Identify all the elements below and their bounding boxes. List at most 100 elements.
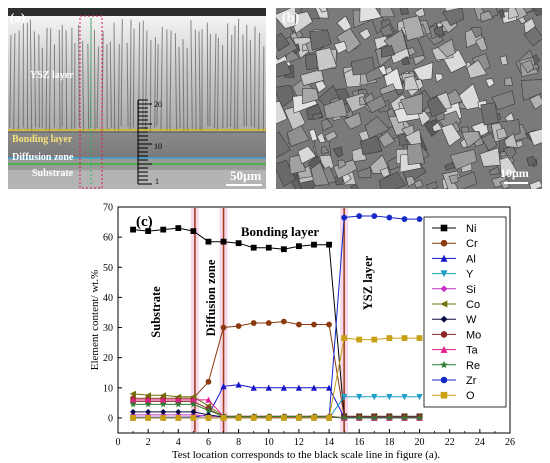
point-y [310, 415, 318, 422]
surface-grain [520, 79, 542, 102]
region-label-substrate: Substrate [149, 286, 163, 338]
surface-grain [321, 145, 330, 155]
point-w [280, 414, 287, 421]
ysz-column [38, 34, 40, 128]
surface-grain [402, 15, 425, 41]
legend-label-zr: Zr [466, 375, 477, 387]
point-si [295, 413, 302, 420]
point-y [401, 393, 408, 401]
ysz-column [65, 30, 68, 130]
y-tick-label: 50 [103, 263, 113, 274]
point-co [340, 414, 348, 422]
point-o [265, 415, 272, 421]
point-ni [416, 413, 423, 420]
surface-grain [504, 132, 518, 148]
ysz-column [194, 29, 197, 131]
x-tick-label: 2 [146, 437, 151, 448]
ysz-column [169, 30, 172, 132]
point-al [386, 414, 393, 421]
surface-grain [461, 130, 481, 149]
point-ta [401, 414, 408, 421]
ysz-column [230, 35, 233, 127]
point-zr [190, 415, 197, 421]
legend-marker-mo [440, 331, 448, 338]
legend-label-ta: Ta [466, 345, 479, 357]
surface-grain [426, 95, 448, 118]
x-axis-label: Test location corresponds to the black s… [172, 449, 441, 461]
ysz-column [96, 46, 100, 129]
point-w [386, 414, 393, 421]
point-o [371, 336, 378, 343]
point-al [295, 384, 303, 391]
label-substrate: Substrate [32, 168, 74, 179]
point-mo [250, 414, 257, 420]
surface-grain [386, 107, 397, 118]
point-re [174, 400, 182, 408]
surface-grain [336, 15, 352, 32]
ysz-column [13, 33, 16, 132]
point-al [280, 384, 287, 391]
surface-grain [359, 96, 366, 106]
surface-grain [332, 159, 358, 180]
point-ni [235, 240, 242, 247]
series-zr [130, 213, 423, 421]
surface-grain [433, 25, 444, 36]
point-o [280, 415, 287, 421]
point-ni [401, 413, 408, 420]
series-mo [130, 398, 423, 421]
surface-grain [499, 178, 510, 189]
point-si [280, 413, 287, 420]
surface-grain [504, 77, 514, 87]
point-si [371, 414, 378, 421]
point-al [190, 413, 197, 420]
series-y [129, 393, 423, 422]
legend-marker-cr [440, 239, 448, 247]
x-tick-label: 10 [264, 437, 274, 448]
x-tick-label: 18 [384, 437, 394, 448]
series-line-ta [133, 399, 420, 419]
point-y [416, 393, 423, 401]
point-mo [401, 415, 408, 421]
surface-grain [520, 59, 535, 74]
point-ni [296, 243, 302, 250]
legend-marker-ni [440, 224, 448, 232]
point-co [159, 392, 167, 399]
ysz-column [78, 25, 80, 127]
point-co [386, 414, 393, 422]
point-mo [235, 414, 242, 420]
point-al [235, 381, 242, 388]
series-line-ni [133, 227, 420, 417]
legend-marker-co [440, 300, 448, 308]
point-co [144, 392, 152, 399]
surface-grain [405, 175, 416, 187]
point-y [341, 393, 348, 401]
y-tick-label: 40 [103, 293, 113, 304]
ysz-column [217, 37, 219, 131]
surface-grain [356, 166, 372, 179]
surface-grain [399, 92, 424, 116]
point-cr [220, 324, 227, 331]
surface-grain [507, 8, 520, 20]
point-mo [371, 415, 378, 421]
point-cr [130, 395, 136, 402]
point-co [220, 413, 227, 420]
legend-marker-y [440, 270, 448, 278]
point-re [385, 414, 393, 421]
ysz-column [87, 43, 90, 130]
surface-grain [366, 95, 387, 114]
point-co [190, 393, 197, 400]
point-cr [401, 413, 408, 420]
point-w [130, 408, 137, 415]
series-line-re [133, 403, 420, 419]
legend-label-cr: Cr [466, 238, 478, 250]
point-re [265, 412, 273, 420]
point-cr [341, 413, 348, 420]
ysz-column [174, 32, 178, 131]
label-diffusion-zone: Diffusion zone [12, 152, 74, 163]
point-al [145, 414, 152, 421]
legend-marker-al [440, 254, 448, 262]
micrograph-b-image [276, 8, 542, 189]
surface-grain [302, 88, 320, 105]
point-y [280, 415, 287, 422]
surface-grain [381, 45, 396, 58]
